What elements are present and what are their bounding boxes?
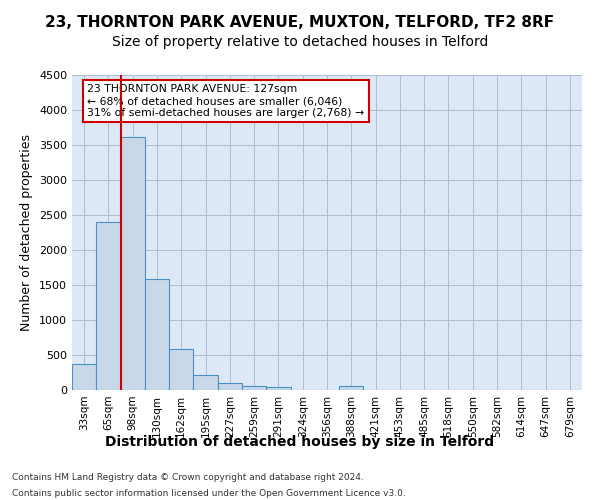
- Bar: [266, 387, 290, 390]
- Bar: [72, 364, 96, 390]
- Bar: [193, 374, 218, 390]
- Bar: [242, 386, 266, 390]
- Y-axis label: Number of detached properties: Number of detached properties: [20, 134, 34, 331]
- Text: Contains HM Land Registry data © Crown copyright and database right 2024.: Contains HM Land Registry data © Crown c…: [12, 474, 364, 482]
- Text: Size of property relative to detached houses in Telford: Size of property relative to detached ho…: [112, 35, 488, 49]
- Bar: [169, 348, 193, 390]
- Bar: [145, 280, 169, 390]
- Text: Contains public sector information licensed under the Open Government Licence v3: Contains public sector information licen…: [12, 488, 406, 498]
- Bar: [339, 386, 364, 390]
- Bar: [121, 136, 145, 390]
- Text: Distribution of detached houses by size in Telford: Distribution of detached houses by size …: [106, 435, 494, 449]
- Bar: [218, 382, 242, 390]
- Text: 23 THORNTON PARK AVENUE: 127sqm
← 68% of detached houses are smaller (6,046)
31%: 23 THORNTON PARK AVENUE: 127sqm ← 68% of…: [88, 84, 364, 117]
- Text: 23, THORNTON PARK AVENUE, MUXTON, TELFORD, TF2 8RF: 23, THORNTON PARK AVENUE, MUXTON, TELFOR…: [46, 15, 554, 30]
- Bar: [96, 222, 121, 390]
